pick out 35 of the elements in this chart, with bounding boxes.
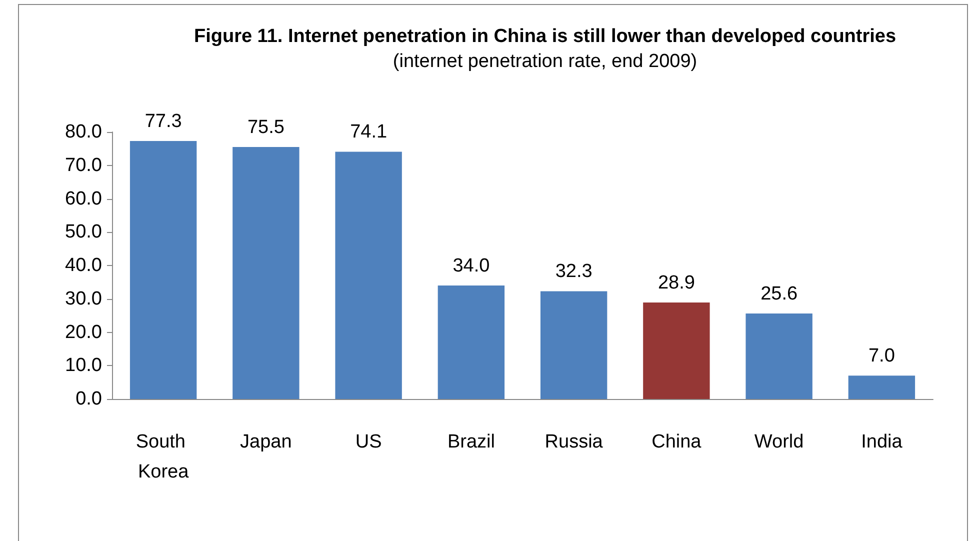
y-tick-label: 40.0 (65, 255, 102, 276)
bar (746, 314, 812, 399)
data-label: 32.3 (555, 261, 592, 282)
x-tick-label: Japan (240, 432, 292, 452)
y-tick-label: 80.0 (65, 122, 102, 142)
data-label: 25.6 (760, 284, 798, 305)
bar (438, 286, 505, 399)
data-label: 77.3 (144, 111, 182, 132)
y-tick-label: 70.0 (65, 154, 102, 176)
bar (643, 302, 710, 399)
x-tick-label: World (754, 432, 804, 452)
bar (335, 152, 402, 399)
data-label: 74.1 (350, 122, 388, 143)
chart-subtitle: (internet penetration rate, end 2009) (392, 51, 698, 72)
y-tick-label: 10.0 (65, 355, 102, 376)
y-tick-label: 60.0 (65, 188, 102, 210)
x-tick-label: South Korea (136, 432, 191, 482)
y-tick-label: 50.0 (65, 222, 102, 243)
y-tick-label: 30.0 (65, 288, 102, 310)
bar (540, 291, 608, 399)
y-tick-label: 20.0 (65, 322, 102, 343)
bar (130, 141, 197, 399)
chart-title: Figure 11. Internet penetration in China is still lower than developed countries (194, 26, 896, 47)
bar (848, 376, 916, 399)
data-label: 75.5 (247, 117, 284, 138)
x-tick-label: Russia (544, 432, 604, 452)
x-tick-label: Brazil (447, 432, 495, 452)
data-label: 28.9 (658, 272, 695, 294)
y-tick-label: 0.0 (76, 388, 102, 410)
data-label: 7.0 (868, 346, 895, 367)
data-label: 34.0 (452, 256, 490, 277)
x-tick-label: China (652, 432, 702, 452)
x-tick-label: US (355, 432, 382, 452)
x-tick-label: India (861, 432, 903, 452)
bar (232, 147, 300, 399)
